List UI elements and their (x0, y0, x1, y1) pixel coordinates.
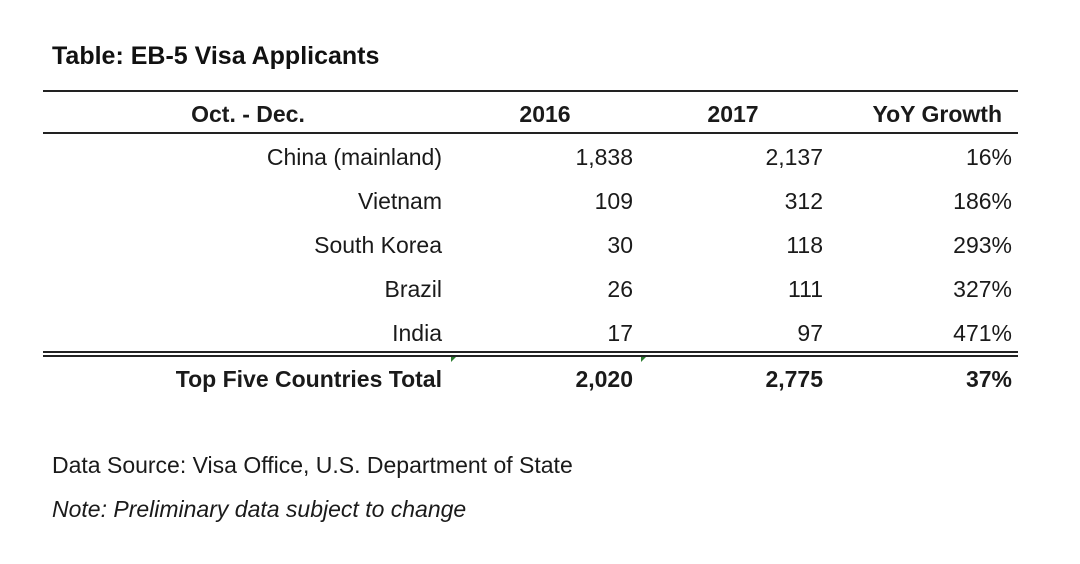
column-header-value-2017: 2017 (707, 101, 759, 127)
table-cell-country: South Korea (314, 232, 442, 258)
data-source: Data Source: Visa Office, U.S. Departmen… (52, 452, 573, 478)
table-cell-country: India (392, 320, 442, 346)
table-cell-value-2017: 97 (797, 320, 823, 346)
table-cell-value-2017: 111 (788, 276, 823, 302)
table-cell-value-2016: 1,838 (575, 144, 633, 170)
table-cell-yoy-growth: 293% (953, 232, 1012, 258)
total-cell-country: Top Five Countries Total (175, 366, 442, 392)
table-cell-value-2016: 17 (607, 320, 633, 346)
total-rule-upper (43, 351, 1018, 353)
total-rule-lower (43, 355, 1018, 357)
cell-marker (451, 357, 456, 362)
table-cell-yoy-growth: 327% (953, 276, 1012, 302)
table-cell-country: China (mainland) (266, 144, 442, 170)
table-cell-value-2016: 26 (607, 276, 633, 302)
table-title: Table: EB-5 Visa Applicants (52, 42, 380, 70)
total-cell-value-2016: 2,020 (575, 366, 633, 392)
table-cell-yoy-growth: 471% (953, 320, 1012, 346)
table-cell-value-2017: 312 (784, 188, 823, 214)
cell-marker (641, 357, 646, 362)
table-cell-yoy-growth: 16% (965, 144, 1012, 170)
total-cell-yoy-growth: 37% (965, 366, 1012, 392)
table-cell-value-2017: 118 (786, 232, 823, 258)
header-rule (43, 132, 1018, 134)
column-header-yoy-growth: YoY Growth (872, 101, 1003, 127)
column-header-country: Oct. - Dec. (191, 101, 305, 127)
note: Note: Preliminary data subject to change (52, 496, 467, 522)
table-cell-yoy-growth: 186% (953, 188, 1012, 214)
table-cell-country: Brazil (384, 276, 442, 302)
column-header-value-2016: 2016 (519, 101, 571, 127)
total-cell-value-2017: 2,775 (765, 366, 823, 392)
table-cell-value-2016: 109 (594, 188, 633, 214)
top-rule (43, 90, 1018, 92)
table-cell-country: Vietnam (358, 188, 442, 214)
table-cell-value-2017: 2,137 (765, 144, 823, 170)
table-cell-value-2016: 30 (607, 232, 633, 258)
